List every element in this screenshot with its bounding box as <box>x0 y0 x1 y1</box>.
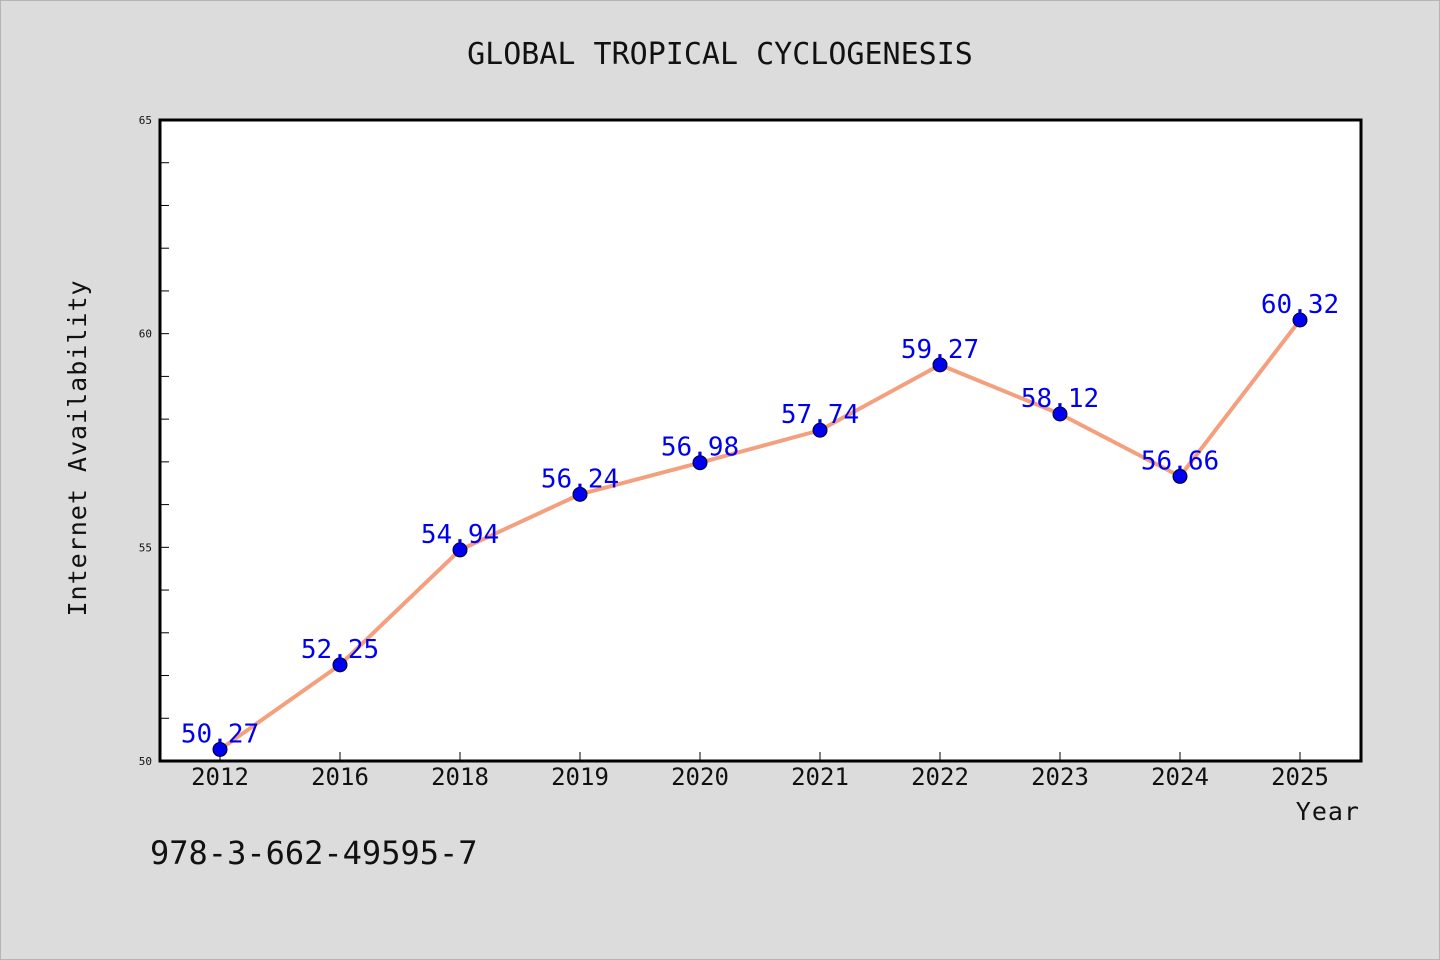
plot-area <box>158 118 1363 763</box>
y-tick-label: 55 <box>139 541 152 554</box>
y-axis: 50 55 60 65 <box>139 114 169 768</box>
y-tick-label: 65 <box>139 114 152 127</box>
data-labels: 50.27 52.25 54.94 56.24 56.98 57.74 59.27 58.12… <box>181 290 1339 749</box>
isbn-text: 978-3-662-49595-7 <box>150 834 478 872</box>
data-point <box>812 422 828 438</box>
y-axis-label: Internet Availability <box>63 279 92 616</box>
y-tick-label: 50 <box>139 755 152 768</box>
data-label: 52.25 <box>301 635 379 665</box>
x-tick-label: 2020 <box>671 763 729 791</box>
data-label: 58.12 <box>1021 384 1099 414</box>
x-tick-label: 2012 <box>191 763 249 791</box>
data-point <box>452 542 468 558</box>
data-point <box>932 357 948 373</box>
x-axis: 2012 2016 2018 2019 2020 2021 2022 2023 2024 2025 <box>191 752 1329 791</box>
data-label: 60.32 <box>1261 290 1339 320</box>
x-tick-label: 2021 <box>791 763 849 791</box>
data-label: 56.24 <box>541 464 619 494</box>
x-axis-label: Year <box>1296 797 1360 826</box>
data-point <box>1172 468 1188 484</box>
data-point <box>1292 312 1308 328</box>
data-label: 56.66 <box>1141 446 1219 476</box>
x-tick-label: 2022 <box>911 763 969 791</box>
data-point <box>692 455 708 471</box>
data-label: 56.98 <box>661 433 739 463</box>
chart-title: GLOBAL TROPICAL CYCLOGENESIS <box>467 37 973 72</box>
x-tick-label: 2016 <box>311 763 369 791</box>
x-tick-label: 2019 <box>551 763 609 791</box>
data-point <box>332 657 348 673</box>
data-label: 50.27 <box>181 719 259 749</box>
data-point <box>212 741 228 757</box>
data-label: 59.27 <box>901 335 979 365</box>
x-tick-label: 2018 <box>431 763 489 791</box>
x-tick-label: 2024 <box>1151 763 1209 791</box>
y-tick-label: 60 <box>139 328 152 341</box>
x-tick-label: 2023 <box>1031 763 1089 791</box>
data-label: 57.74 <box>781 400 859 430</box>
data-point <box>572 486 588 502</box>
x-tick-label: 2025 <box>1271 763 1329 791</box>
data-markers <box>212 312 1308 757</box>
data-point <box>1052 406 1068 422</box>
series-line <box>218 317 1302 752</box>
data-label: 54.94 <box>421 520 499 550</box>
